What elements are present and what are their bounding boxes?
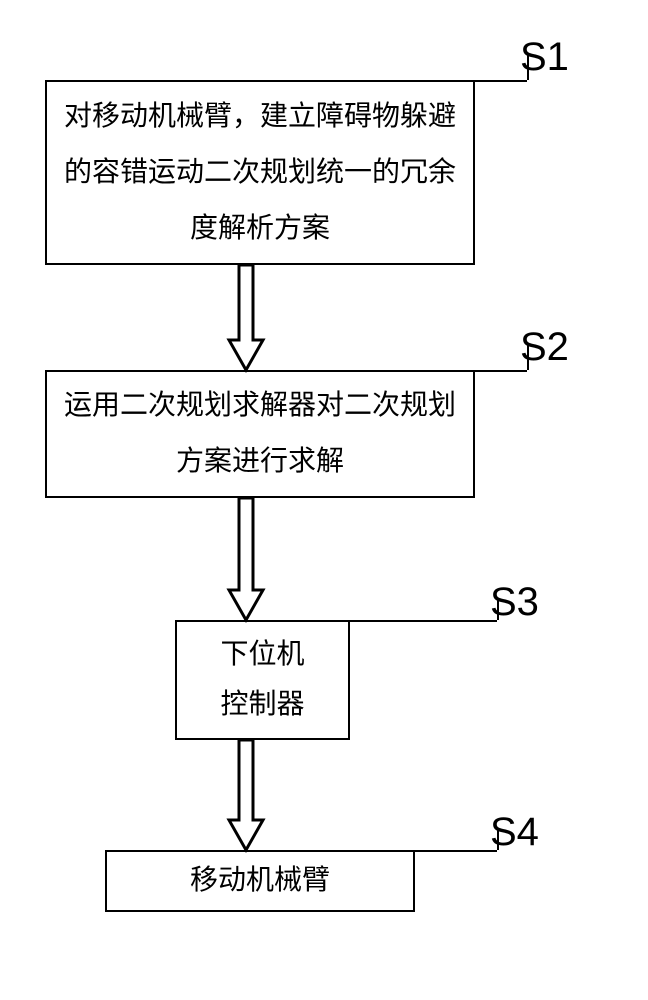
step-s2-box: 运用二次规划求解器对二次规划 方案进行求解 bbox=[45, 370, 475, 498]
step-s2-line2: 方案进行求解 bbox=[57, 434, 463, 490]
leader-s1-vertical bbox=[527, 55, 529, 80]
step-s2-line1: 运用二次规划求解器对二次规划 bbox=[57, 378, 463, 434]
flowchart-canvas: 对移动机械臂，建立障碍物躲避 的容错运动二次规划统一的冗余 度解析方案 运用二次… bbox=[0, 0, 648, 1000]
arrow-s3-to-s4 bbox=[224, 740, 268, 850]
step-s4-line1: 移动机械臂 bbox=[117, 861, 403, 901]
step-s1-line1: 对移动机械臂，建立障碍物躲避 bbox=[57, 89, 463, 145]
step-s3-text: 下位机 控制器 bbox=[187, 630, 338, 730]
leader-s2-horizontal bbox=[475, 370, 527, 372]
arrow-s2-to-s3 bbox=[224, 498, 268, 620]
leader-s4-vertical bbox=[497, 830, 499, 850]
step-s2-text: 运用二次规划求解器对二次规划 方案进行求解 bbox=[57, 378, 463, 490]
step-s3-box: 下位机 控制器 bbox=[175, 620, 350, 740]
step-s4-text: 移动机械臂 bbox=[117, 861, 403, 901]
step-s4-box: 移动机械臂 bbox=[105, 850, 415, 912]
step-s3-line1: 下位机 bbox=[187, 630, 338, 680]
leader-s3-horizontal bbox=[350, 620, 497, 622]
step-s3-line2: 控制器 bbox=[187, 680, 338, 730]
leader-s4-horizontal bbox=[415, 850, 497, 852]
step-s1-box: 对移动机械臂，建立障碍物躲避 的容错运动二次规划统一的冗余 度解析方案 bbox=[45, 80, 475, 265]
leader-s1-horizontal bbox=[475, 80, 527, 82]
leader-s3-vertical bbox=[497, 600, 499, 620]
step-s1-line3: 度解析方案 bbox=[57, 201, 463, 257]
step-s1-line2: 的容错运动二次规划统一的冗余 bbox=[57, 145, 463, 201]
step-s1-text: 对移动机械臂，建立障碍物躲避 的容错运动二次规划统一的冗余 度解析方案 bbox=[57, 89, 463, 257]
leader-s2-vertical bbox=[527, 345, 529, 370]
arrow-s1-to-s2 bbox=[224, 265, 268, 370]
